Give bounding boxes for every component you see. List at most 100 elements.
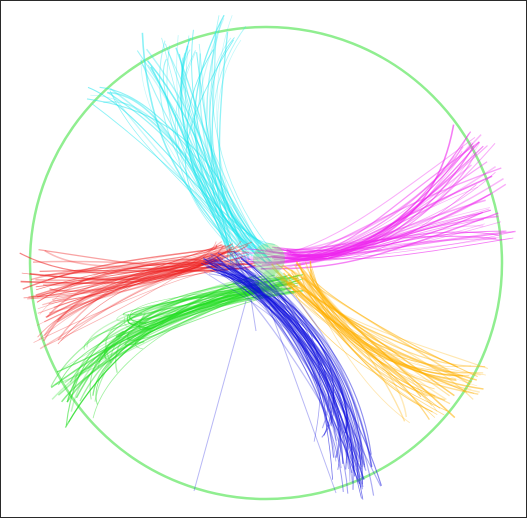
edge-path <box>55 280 288 386</box>
edge-path <box>243 231 505 254</box>
edge-path <box>287 273 463 377</box>
edge-path <box>57 264 226 345</box>
edge-path <box>260 212 499 270</box>
edge-path <box>176 35 248 264</box>
edge-path <box>250 298 257 332</box>
edge-path <box>236 141 472 270</box>
edge-path <box>247 164 472 264</box>
magenta-bundle <box>236 124 516 270</box>
edge-path <box>305 261 435 390</box>
edge-path <box>298 262 474 400</box>
edge-path <box>234 269 363 490</box>
edge-path <box>276 145 484 256</box>
edge-path <box>294 264 451 405</box>
edge-path <box>39 245 238 315</box>
edge-path <box>229 265 328 427</box>
edge-path <box>204 263 354 458</box>
edge-path <box>44 246 234 268</box>
edge-path <box>275 284 478 387</box>
edge-path <box>272 211 484 252</box>
edge-path <box>161 37 270 265</box>
edge-path <box>302 277 438 412</box>
edge-path <box>211 15 275 254</box>
edge-path <box>245 165 497 269</box>
edge-path <box>241 183 507 254</box>
edge-path <box>235 257 362 478</box>
edge-path <box>164 43 257 255</box>
edge-path <box>268 305 337 494</box>
edge-path <box>280 265 489 370</box>
edge-path <box>309 260 484 374</box>
edge-path <box>235 262 360 462</box>
edge-path <box>47 244 217 281</box>
edge-path <box>177 51 242 249</box>
edge-path <box>240 156 455 258</box>
edge-path <box>282 235 497 252</box>
edge-path <box>103 101 262 265</box>
edge-path <box>203 258 348 470</box>
edge-path <box>57 248 241 341</box>
edge-path <box>292 221 502 262</box>
edge-path <box>290 269 479 395</box>
edge-path <box>110 93 246 250</box>
edge-path <box>95 286 268 405</box>
edge-path <box>295 277 428 397</box>
edge-path <box>19 252 224 274</box>
edge-path <box>181 57 235 268</box>
edge-path <box>216 256 344 464</box>
edge-path <box>227 264 348 434</box>
edge-path <box>301 277 457 380</box>
edge-path <box>150 66 250 257</box>
edge-path <box>126 290 296 325</box>
edge-path <box>308 283 470 377</box>
edge-path <box>87 86 269 247</box>
edge-path <box>128 273 304 325</box>
edge-path <box>248 263 375 496</box>
edge-path <box>275 275 445 416</box>
edge-path <box>276 274 472 368</box>
edge-path <box>21 251 234 279</box>
edge-path <box>260 161 488 270</box>
edge-path <box>295 124 455 267</box>
edge-path <box>288 280 448 412</box>
edge-path <box>268 145 488 264</box>
edge-path <box>86 284 296 348</box>
edge-path <box>280 281 408 418</box>
edge-path <box>309 272 436 418</box>
edge-path <box>271 263 473 383</box>
edge-path <box>273 141 480 261</box>
edge-path <box>233 250 373 467</box>
edge-path <box>196 52 254 252</box>
edge-path <box>239 171 496 251</box>
edge-path <box>185 39 250 264</box>
edge-path <box>305 265 447 401</box>
hub-node <box>253 243 285 275</box>
edge-path <box>230 250 337 462</box>
edge-path <box>207 264 341 470</box>
edge-path <box>205 21 269 249</box>
edge-path <box>298 264 481 376</box>
edge-path <box>35 265 219 282</box>
blue-bundle <box>200 250 382 500</box>
edge-path <box>196 18 251 260</box>
hub-node <box>259 269 287 297</box>
edge-path <box>72 293 264 389</box>
edge-path <box>141 64 268 257</box>
edge-path <box>109 90 233 248</box>
edge-path <box>42 250 247 306</box>
edge-path <box>218 31 253 257</box>
edge-path <box>232 251 355 472</box>
edge-path <box>216 272 362 499</box>
edge-path <box>207 36 269 251</box>
edge-path <box>282 272 484 390</box>
edge-path <box>248 270 382 487</box>
edge-path <box>209 37 235 260</box>
edge-path <box>252 231 514 263</box>
edge-path <box>116 289 286 322</box>
edge-path <box>270 219 485 261</box>
edge-path <box>28 243 233 298</box>
edge-path <box>193 300 247 492</box>
orange-bundle <box>271 260 489 424</box>
edge-path <box>290 271 450 397</box>
